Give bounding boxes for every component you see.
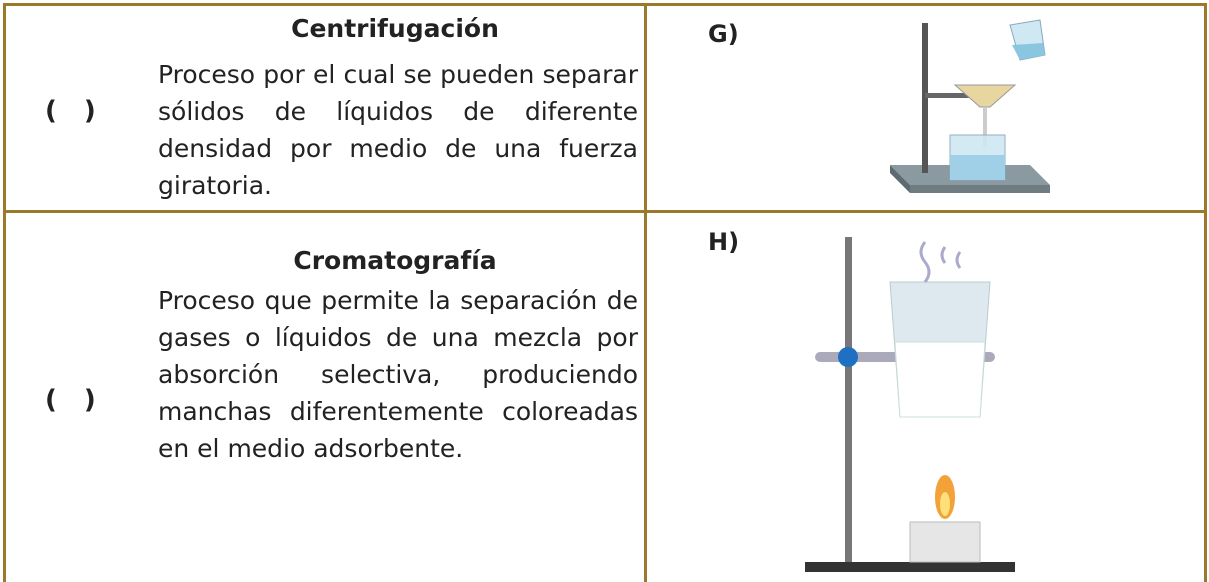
row-description: Proceso que permite la separación de gas…: [158, 286, 638, 463]
border: [3, 3, 6, 582]
image-label: G): [708, 20, 739, 48]
answer-blank: ( ): [45, 385, 96, 415]
border: [1204, 3, 1207, 582]
row-title: Centrifugación: [291, 14, 499, 43]
border: [3, 210, 1207, 213]
border: [644, 3, 647, 582]
filtration-illustration: [890, 19, 1050, 193]
heating-illustration: [805, 237, 1015, 572]
border: [3, 3, 1207, 6]
answer-blank: ( ): [45, 96, 96, 126]
row-description: Proceso por el cual se pueden separar só…: [158, 60, 638, 200]
image-label: H): [708, 228, 740, 256]
row-title: Cromatografía: [293, 246, 497, 275]
